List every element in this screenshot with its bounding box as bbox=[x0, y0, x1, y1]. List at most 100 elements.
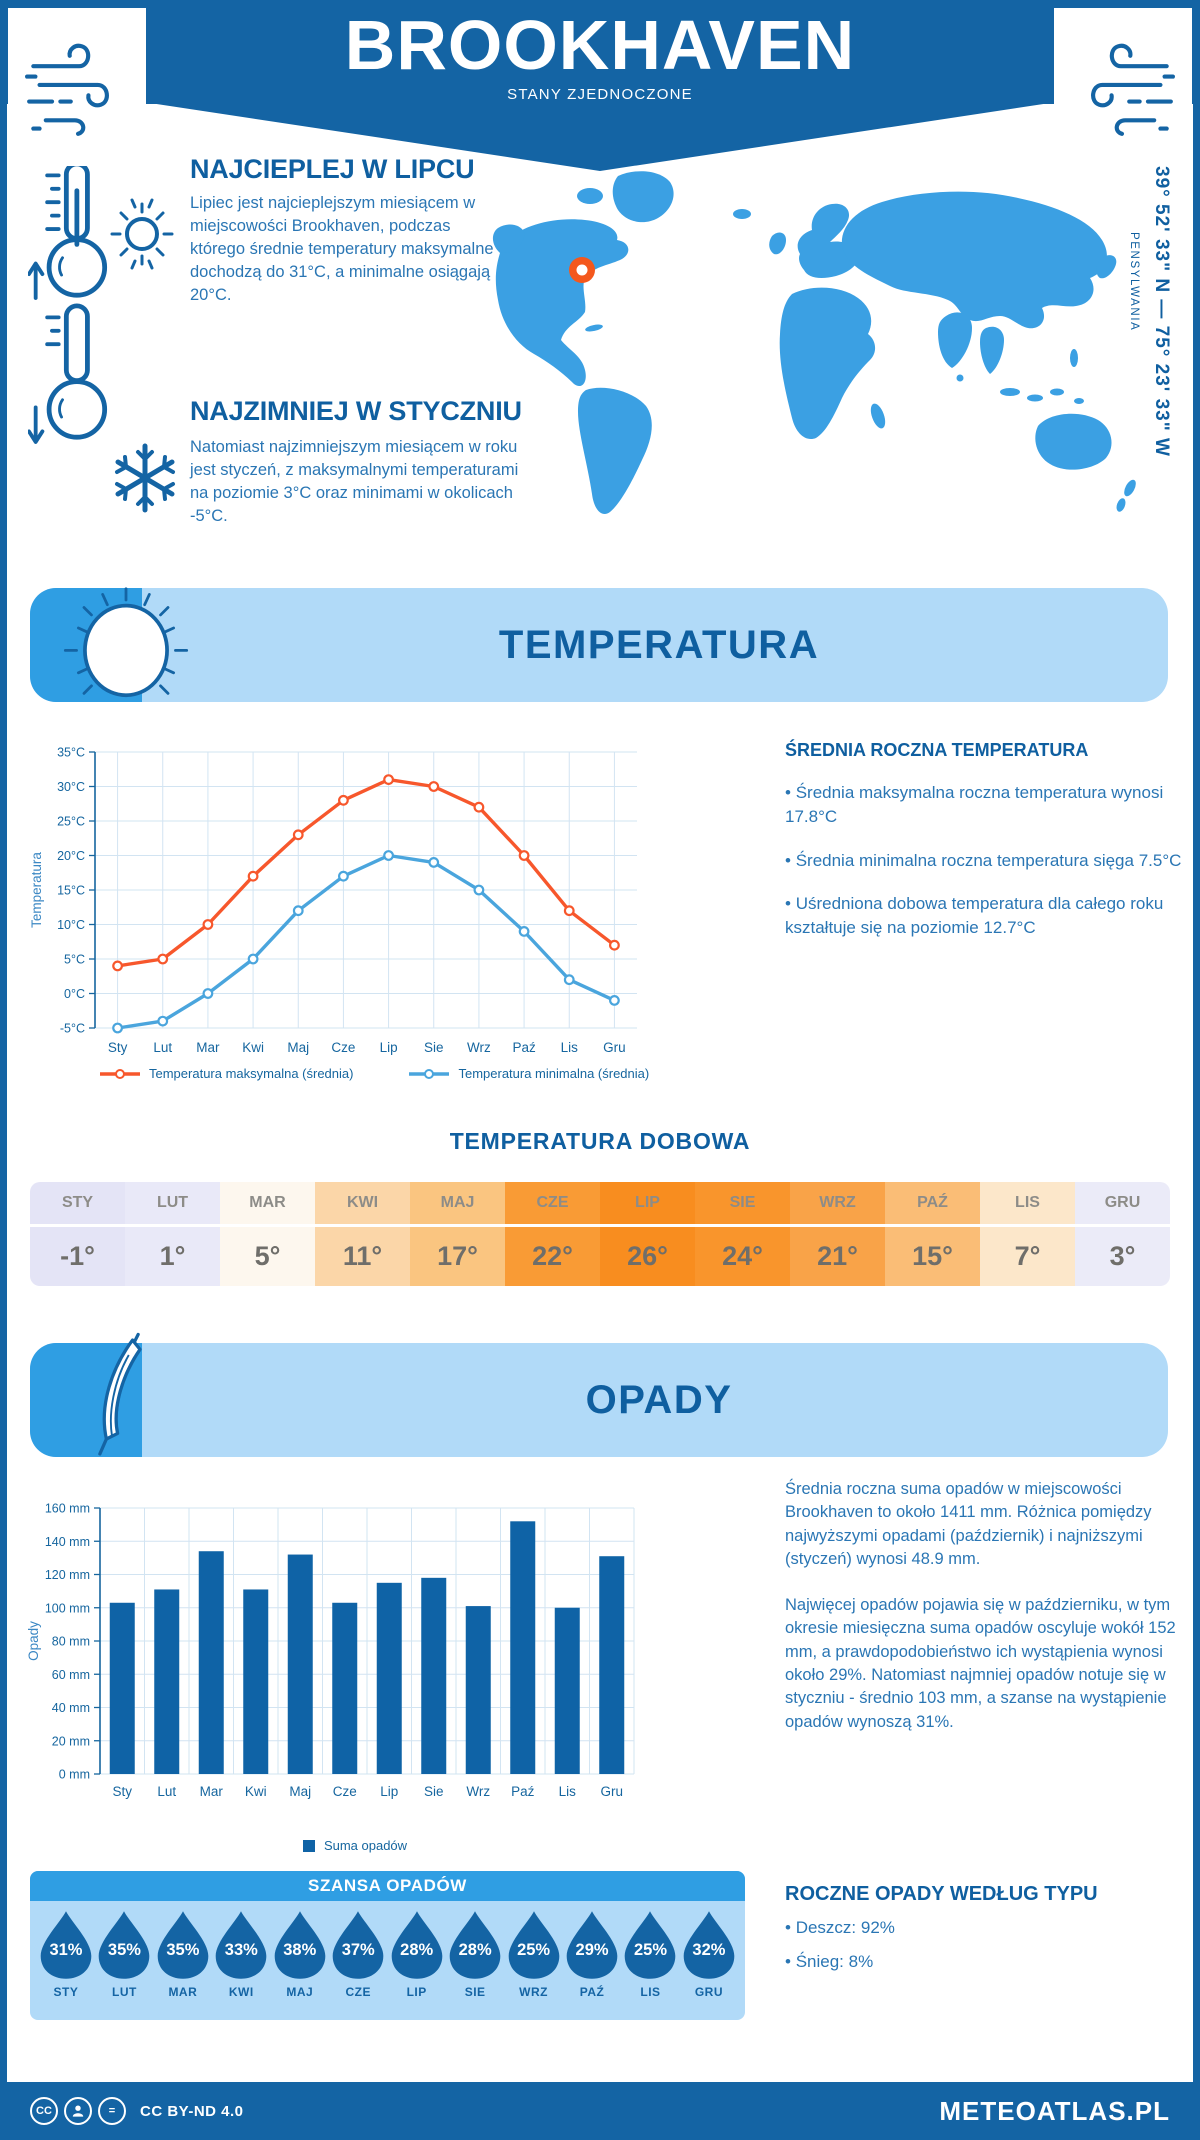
site-name: METEOATLAS.PL bbox=[939, 2095, 1170, 2126]
precipitation-chance-heading: SZANSA OPADÓW bbox=[30, 1871, 745, 1901]
chance-drop-SIE: 28% SIE bbox=[447, 1909, 504, 1999]
svg-text:20 mm: 20 mm bbox=[52, 1734, 90, 1748]
daily-temp-column-KWI: KWI 11° bbox=[315, 1182, 410, 1286]
svg-text:120 mm: 120 mm bbox=[45, 1568, 90, 1582]
chance-drop-LIP: 28% LIP bbox=[388, 1909, 445, 1999]
daily-temp-value: 24° bbox=[722, 1241, 763, 1271]
precipitation-legend-label: Suma opadów bbox=[323, 1838, 408, 1853]
svg-text:0 mm: 0 mm bbox=[59, 1768, 90, 1782]
warmest-month-text: Lipiec jest najcieplejszym miesiącem w m… bbox=[190, 194, 494, 305]
svg-text:100 mm: 100 mm bbox=[45, 1601, 90, 1615]
license-label: CC BY-ND 4.0 bbox=[140, 2102, 244, 2120]
daily-temp-value: 1° bbox=[159, 1241, 186, 1271]
bar-Lis bbox=[554, 1607, 580, 1774]
legend-item: Temperatura maksymalna (średnia) bbox=[100, 1066, 353, 1081]
chance-drop-MAJ: 38% MAJ bbox=[271, 1909, 328, 1999]
daily-temp-value: 26° bbox=[627, 1241, 668, 1271]
chance-percentage: 35% bbox=[107, 1941, 141, 1960]
daily-temp-value: 5° bbox=[254, 1241, 281, 1271]
precipitation-types-bullets: Deszcz: 92% Śnieg: 8% bbox=[785, 1916, 1185, 1974]
chance-drop-CZE: 37% CZE bbox=[330, 1909, 387, 1999]
bar-Lip bbox=[376, 1582, 402, 1774]
legend-square-icon bbox=[302, 1839, 315, 1852]
chance-percentage: 29% bbox=[575, 1941, 609, 1960]
svg-text:35°C: 35°C bbox=[57, 746, 85, 760]
daily-temp-value: -1° bbox=[60, 1241, 95, 1271]
svg-text:Kwi: Kwi bbox=[242, 1040, 264, 1055]
sun-icon bbox=[104, 196, 180, 272]
month-label: CZE bbox=[345, 1985, 371, 1999]
svg-text:15°C: 15°C bbox=[57, 884, 85, 898]
temperature-section-banner: TEMPERATURA bbox=[30, 587, 1168, 702]
page-title: BROOKHAVEN bbox=[344, 6, 856, 84]
water-drop-icon: 33% bbox=[214, 1909, 268, 1981]
bar-Mar bbox=[198, 1551, 224, 1774]
svg-text:Opady: Opady bbox=[26, 1621, 41, 1661]
map-coordinates: 39° 52' 33" N — 75° 23' 33" W bbox=[1151, 166, 1172, 457]
month-label: MAJ bbox=[410, 1182, 505, 1227]
page-subtitle: STANY ZJEDNOCZONE bbox=[507, 86, 693, 103]
daily-temp-value: 21° bbox=[817, 1241, 858, 1271]
svg-text:Kwi: Kwi bbox=[245, 1784, 267, 1799]
bullet-item: Uśredniona dobowa temperatura dla całego… bbox=[785, 892, 1183, 940]
svg-text:Mar: Mar bbox=[196, 1040, 220, 1055]
svg-text:160 mm: 160 mm bbox=[45, 1502, 90, 1516]
month-label: PAŹ bbox=[885, 1182, 980, 1227]
month-label: WRZ bbox=[519, 1985, 548, 1999]
month-label: KWI bbox=[228, 1985, 254, 1999]
cc-icon: CC bbox=[30, 2097, 58, 2125]
daily-temp-column-LIP: LIP 26° bbox=[600, 1182, 695, 1286]
month-label: LIS bbox=[980, 1182, 1075, 1227]
precipitation-chart-legend: Suma opadów bbox=[25, 1838, 685, 1853]
legend-item: Temperatura minimalna (średnia) bbox=[409, 1066, 649, 1081]
daily-temp-value: 17° bbox=[437, 1241, 478, 1271]
daily-temp-column-WRZ: WRZ 21° bbox=[790, 1182, 885, 1286]
chance-drop-MAR: 35% MAR bbox=[154, 1909, 211, 1999]
chance-percentage: 33% bbox=[224, 1941, 258, 1960]
month-label: CZE bbox=[505, 1182, 600, 1227]
wind-icon bbox=[25, 43, 109, 136]
water-drop-icon: 28% bbox=[390, 1909, 444, 1981]
daily-temp-value: 7° bbox=[1014, 1241, 1041, 1271]
daily-temp-column-SIE: SIE 24° bbox=[695, 1182, 790, 1286]
bar-Cze bbox=[332, 1602, 358, 1774]
water-drop-icon: 32% bbox=[682, 1909, 736, 1981]
water-drop-icon: 31% bbox=[39, 1909, 93, 1981]
svg-text:Temperatura: Temperatura bbox=[29, 852, 44, 928]
series-0 bbox=[112, 774, 620, 972]
svg-text:25°C: 25°C bbox=[57, 815, 85, 829]
month-label: GRU bbox=[1075, 1182, 1170, 1227]
svg-text:140 mm: 140 mm bbox=[45, 1535, 90, 1549]
svg-text:Paź: Paź bbox=[512, 1040, 536, 1055]
precipitation-types-heading: ROCZNE OPADY WEDŁUG TYPU bbox=[785, 1883, 1098, 1905]
water-drop-icon: 28% bbox=[448, 1909, 502, 1981]
precipitation-paragraph: Średnia roczna suma opadów w miejscowośc… bbox=[785, 1480, 1152, 1569]
water-drop-icon: 25% bbox=[507, 1909, 561, 1981]
svg-text:40 mm: 40 mm bbox=[52, 1701, 90, 1715]
daily-temp-column-GRU: GRU 3° bbox=[1075, 1182, 1170, 1286]
daily-temp-column-STY: STY -1° bbox=[30, 1182, 125, 1286]
coldest-month-heading: NAJZIMNIEJ W STYCZNIU bbox=[190, 396, 522, 426]
svg-text:Sty: Sty bbox=[108, 1040, 128, 1055]
month-label: WRZ bbox=[790, 1182, 885, 1227]
month-label: MAJ bbox=[286, 1985, 314, 1999]
svg-text:20°C: 20°C bbox=[57, 849, 85, 863]
bullet-item: Śnieg: 8% bbox=[785, 1950, 1185, 1974]
bullet-item: Deszcz: 92% bbox=[785, 1916, 1185, 1940]
no-derivatives-icon: = bbox=[98, 2097, 126, 2125]
svg-text:Wrz: Wrz bbox=[467, 1040, 491, 1055]
series-1 bbox=[112, 850, 620, 1034]
daily-temp-value: 22° bbox=[532, 1241, 573, 1271]
page-border-left bbox=[0, 0, 7, 2140]
month-label: LIP bbox=[406, 1985, 427, 1999]
temperature-section-title: TEMPERATURA bbox=[498, 622, 820, 667]
snowflake-icon bbox=[112, 440, 178, 516]
bar-Sie bbox=[421, 1577, 447, 1774]
precipitation-bar-chart: 160 mm 140 mm 120 mm 100 mm 80 mm 60 mm 40 mm 2… bbox=[26, 1502, 635, 1799]
month-label: LUT bbox=[111, 1985, 137, 1999]
bar-Paź bbox=[510, 1521, 536, 1774]
daily-temp-column-MAR: MAR 5° bbox=[220, 1182, 315, 1286]
svg-text:Wrz: Wrz bbox=[466, 1784, 490, 1799]
month-label: LUT bbox=[125, 1182, 220, 1227]
